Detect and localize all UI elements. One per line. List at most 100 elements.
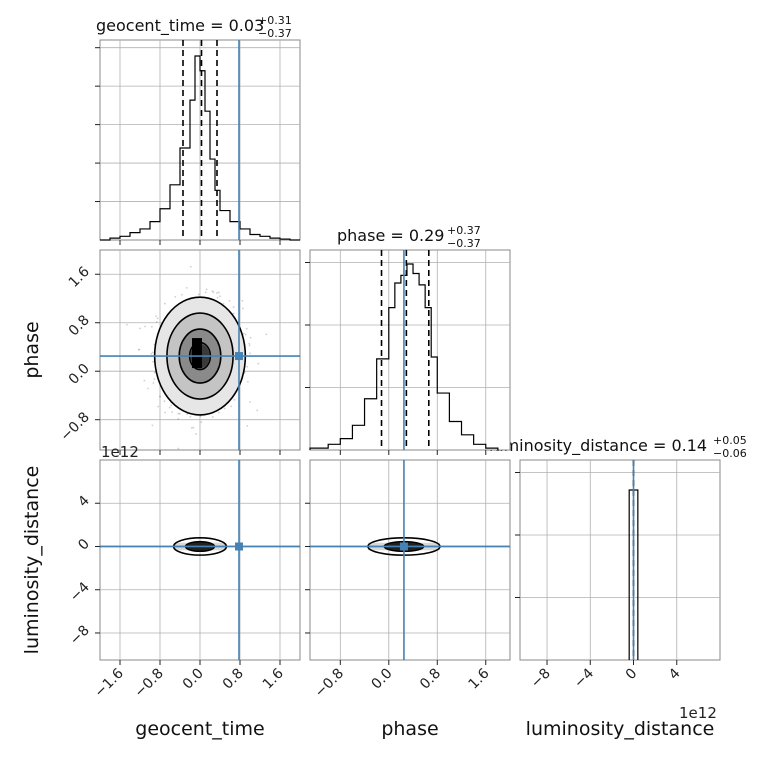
panel-geocent-phase-point	[163, 302, 166, 305]
panel-geocent-phase-point	[174, 295, 177, 298]
panel-geocent-phase-content	[100, 250, 300, 450]
panel-geocent-phase-point	[216, 292, 218, 294]
panel-geocent-phase-point	[171, 411, 173, 413]
x-axis-label-luminosity-distance: luminosity_distance	[526, 718, 715, 740]
panel-geocent-phase-point	[151, 351, 154, 354]
panel-geocent-phase-point	[241, 307, 244, 310]
panel-geocent-phase-point	[249, 352, 252, 355]
panel-geocent-phase-point	[195, 432, 197, 435]
title-geocent-time-plus: +0.31	[258, 14, 292, 27]
panel-geocent-phase-point	[197, 293, 200, 296]
y-axis-label-luminosity-distance: luminosity_distance	[21, 466, 43, 655]
panel-geocent-ld-xtick-label-1: −0.8	[131, 666, 166, 701]
offset-text-ld-y: 1e12	[101, 443, 139, 461]
panel-geocent-phase-point	[233, 398, 236, 401]
offset-text-ld-x: 1e12	[679, 704, 717, 722]
panel-geocent-phase-point	[178, 412, 181, 415]
title-ld-label: luminosity_distance = 0.14	[489, 436, 707, 456]
panel-geocent-phase-point	[232, 306, 235, 308]
panel-geocent-phase-point	[249, 336, 252, 339]
panel-geocent-phase-point	[223, 407, 226, 410]
panel-geocent-phase-point	[192, 426, 195, 429]
panel-geocent-phase-point	[168, 406, 171, 409]
panel-geocent-phase-point	[248, 344, 251, 347]
title-phase-label: phase = 0.29	[337, 226, 444, 245]
panel-geocent-phase-point	[211, 290, 214, 292]
panel-geocent-phase-point	[265, 333, 268, 336]
title-luminosity-distance: luminosity_distance = 0.14 +0.05 −0.06	[489, 434, 747, 460]
panel-geocent-phase-truth-marker	[235, 352, 243, 361]
panel-geocent-phase-point	[245, 327, 248, 330]
panel-geocent-phase-point	[138, 348, 141, 351]
panel-geocent-ld-xtick-label-2: 0.0	[180, 666, 207, 693]
title-geocent-time-minus: −0.37	[258, 27, 292, 40]
panel-geocent-phase-ytick-label-3: 1.6	[66, 264, 93, 291]
y-axis-label-phase: phase	[21, 321, 43, 378]
panels: −8 −4 0 4−0.80.00.81.6−1.6 −0.8 0.0 0.8 1.6−8−4…	[57, 39, 721, 701]
x-axis-label-geocent-time: geocent_time	[135, 718, 264, 740]
panel-geocent-phase-point	[241, 299, 244, 302]
panel-geocent-ld-xtick-label-4: 1.6	[260, 665, 287, 692]
panel-geocent-ld-ytick-label-3: 4	[75, 493, 93, 511]
panel-geocent-phase-point	[177, 447, 180, 450]
hist-geocent-time-step	[100, 55, 300, 241]
panel-geocent-phase-point	[257, 362, 260, 365]
panel-geocent-phase-point	[159, 395, 161, 398]
panel-geocent-phase-point	[152, 382, 155, 384]
title-phase-plus: +0.37	[447, 224, 481, 237]
panel-geocent-phase-point	[244, 333, 247, 336]
panel-geocent-phase-point	[216, 296, 219, 299]
panel-phase-ld-xtick-label-2: 0.8	[417, 666, 444, 693]
panel-geocent-phase-point	[190, 426, 193, 429]
panel-geocent-phase-point	[248, 342, 251, 345]
panel-geocent-ld-truth-marker	[235, 542, 243, 551]
panel-phase-ld-xtick-label-0: −0.8	[312, 666, 347, 701]
title-ld-plus: +0.05	[713, 434, 747, 447]
panel-geocent-phase-point	[147, 387, 149, 390]
panel-geocent-phase-point	[189, 415, 192, 418]
panel-geocent-phase-point	[204, 291, 207, 294]
title-phase-minus: −0.37	[447, 237, 481, 250]
panel-geocent-phase-point	[151, 424, 154, 427]
panel-geocent-phase-core	[192, 338, 202, 369]
panel-geocent-phase-point	[152, 360, 154, 363]
panel-phase-ld-xtick-label-1: 0.0	[369, 666, 396, 693]
panel-geocent-phase-point	[163, 400, 166, 403]
panel-geocent-phase-point	[185, 287, 188, 289]
panel-geocent-phase-point	[126, 323, 128, 326]
panel-geocent-phase-point	[139, 327, 142, 330]
panel-geocent-phase-point	[143, 379, 146, 382]
panel-geocent-phase-point	[218, 411, 220, 414]
panel-geocent-ld-xtick-label-3: 0.8	[220, 666, 247, 693]
panel-geocent-phase-point	[212, 291, 215, 294]
hist-luminosity-distance-xtick-label-1: −4	[571, 665, 597, 691]
title-phase: phase = 0.29 +0.37 −0.37	[337, 224, 481, 250]
panel-geocent-ld-xtick-label-0: −1.6	[91, 665, 126, 700]
panel-geocent-phase-point	[200, 421, 203, 424]
panel-geocent-phase-point	[177, 412, 180, 415]
panel-geocent-phase-point	[153, 371, 156, 374]
title-ld-minus: −0.06	[713, 447, 747, 460]
x-axis-label-phase: phase	[381, 718, 438, 740]
panel-geocent-phase-point	[155, 321, 158, 323]
hist-luminosity-distance-xtick-label-3: 4	[666, 665, 684, 683]
title-geocent-time: geocent_time = 0.03 +0.31 −0.37	[96, 14, 292, 40]
panel-phase-ld-truth-marker	[399, 542, 408, 551]
panel-geocent-phase-point	[186, 413, 189, 416]
panel-geocent-phase-ytick-label-1: 0.0	[66, 361, 93, 388]
hist-luminosity-distance-frame	[519, 459, 721, 661]
panel-geocent-phase-point	[205, 288, 208, 291]
hist-luminosity-distance-xtick-label-0: −8	[528, 666, 554, 692]
panel-geocent-phase-point	[249, 400, 251, 403]
hist-phase-frame	[309, 249, 511, 451]
panel-geocent-phase-point	[177, 418, 180, 420]
panel-geocent-ld-ytick-label-0: −8	[67, 622, 93, 648]
panel-geocent-phase-point	[189, 265, 192, 268]
panel-geocent-phase-point	[256, 409, 259, 412]
panel-geocent-phase-point	[230, 405, 233, 408]
panel-geocent-phase-point	[159, 395, 161, 398]
panel-geocent-phase-point	[228, 299, 231, 302]
panel-geocent-phase-point	[164, 411, 166, 414]
panel-geocent-phase-point	[156, 317, 159, 320]
panel-geocent-phase-point	[180, 293, 183, 296]
